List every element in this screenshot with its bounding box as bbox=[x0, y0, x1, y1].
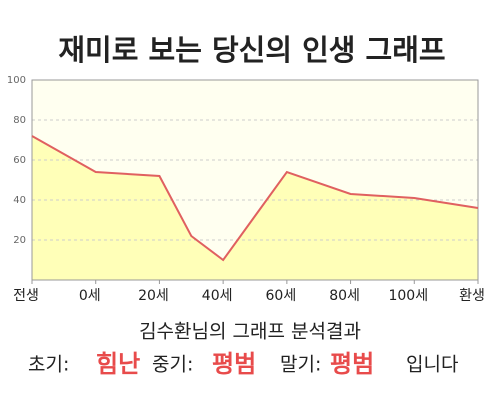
chart-title: 재미로 보는 당신의 인생 그래프 bbox=[58, 33, 445, 67]
middle-label: 중기: bbox=[152, 354, 193, 376]
result-heading: 김수환님의 그래프 분석결과 bbox=[139, 321, 361, 343]
early-label: 초기: bbox=[28, 354, 69, 376]
y-tick-label: 20 bbox=[13, 235, 26, 246]
x-tick-label: 80세 bbox=[329, 288, 360, 304]
x-tick-label: 0세 bbox=[79, 288, 101, 304]
area bbox=[32, 136, 478, 280]
late-label: 말기: bbox=[280, 354, 321, 376]
y-tick-label: 60 bbox=[13, 155, 26, 166]
early-value: 힘난 bbox=[96, 350, 140, 378]
y-tick-label: 40 bbox=[13, 195, 26, 206]
middle-value: 평범 bbox=[212, 350, 256, 378]
late-value: 평범 bbox=[330, 350, 374, 378]
line bbox=[31, 135, 479, 262]
x-tick-label: 40세 bbox=[202, 288, 233, 304]
y-tick-label: 80 bbox=[13, 115, 26, 126]
plot-border bbox=[31, 79, 479, 281]
x-tick-label: 100세 bbox=[388, 288, 428, 304]
x-tick-label: 환생 bbox=[459, 288, 485, 304]
ending: 입니다 bbox=[406, 354, 458, 376]
x-tick-label: 20세 bbox=[138, 288, 169, 304]
x-tick-label: 60세 bbox=[266, 288, 297, 304]
x-tick-label: 전생 bbox=[13, 288, 39, 304]
plot: 20 40 60 80 100 전생 0세 20세 40세 60세 80세 100세 환생 bbox=[7, 75, 485, 304]
y-tick-label: 100 bbox=[7, 75, 26, 86]
